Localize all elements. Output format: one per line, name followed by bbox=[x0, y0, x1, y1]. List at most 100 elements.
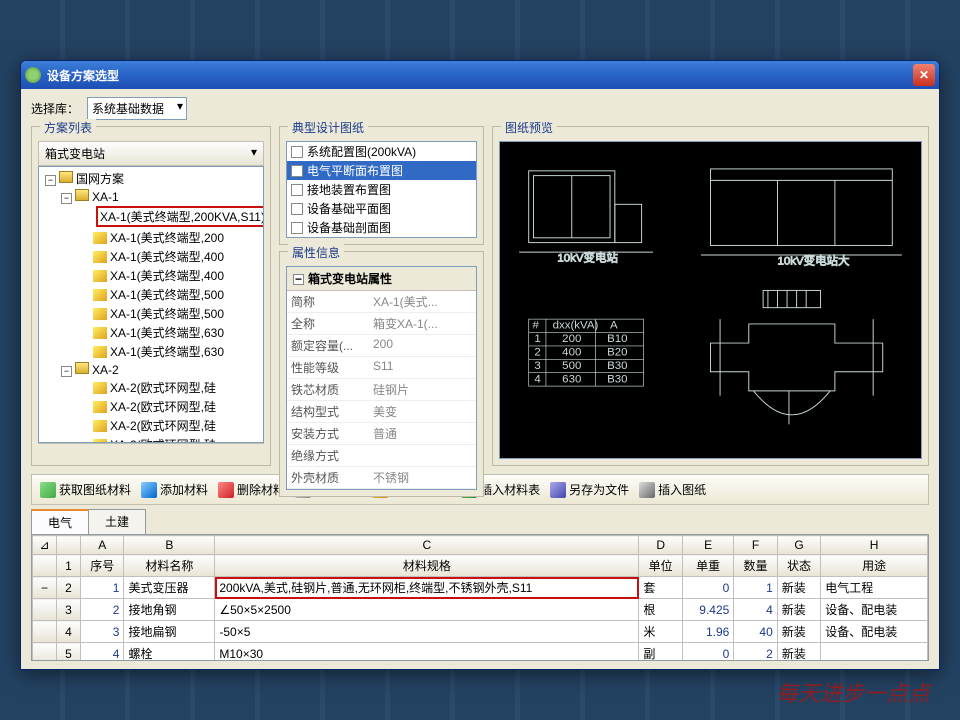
toolbar-button[interactable]: 获取图纸材料 bbox=[40, 481, 131, 498]
table-row[interactable]: 54螺栓M10×30副02新装 bbox=[33, 643, 928, 662]
tree-leaf[interactable]: XA-1(美式终端型,200KVA,S11) bbox=[41, 205, 261, 228]
cell[interactable]: 设备、配电装 bbox=[821, 621, 928, 643]
field-header[interactable]: 状态 bbox=[777, 555, 820, 577]
prop-row[interactable]: 外壳材质不锈钢 bbox=[287, 467, 476, 489]
prop-row[interactable]: 安装方式普通 bbox=[287, 423, 476, 445]
prop-row[interactable]: 结构型式美变 bbox=[287, 401, 476, 423]
checkbox-icon[interactable] bbox=[291, 222, 303, 234]
cell[interactable]: 200kVA,美式,硅钢片,普通,无环网柜,终端型,不锈钢外壳,S11 bbox=[215, 577, 639, 599]
tree-leaf[interactable]: XA-2(欧式环网型,硅 bbox=[41, 378, 261, 397]
collapse-icon[interactable]: − bbox=[293, 274, 304, 285]
tree-leaf[interactable]: XA-1(美式终端型,400 bbox=[41, 266, 261, 285]
col-header[interactable]: E bbox=[682, 536, 733, 555]
sheet-area[interactable]: ⊿ABCDEFGH 1序号材料名称材料规格单位单重数量状态用途 −21美式变压器… bbox=[31, 534, 929, 661]
scheme-tree[interactable]: −国网方案 −XA-1 XA-1(美式终端型,200KVA,S11)XA-1(美… bbox=[38, 166, 264, 443]
cell[interactable]: 米 bbox=[639, 621, 682, 643]
tab[interactable]: 土建 bbox=[88, 509, 146, 534]
field-header[interactable]: 单位 bbox=[639, 555, 682, 577]
checkbox-icon[interactable] bbox=[291, 184, 303, 196]
cell[interactable]: 螺栓 bbox=[124, 643, 215, 662]
field-header[interactable]: 序号 bbox=[81, 555, 124, 577]
cell[interactable]: 新装 bbox=[777, 577, 820, 599]
tree-leaf[interactable]: XA-2(欧式环网型,硅 bbox=[41, 416, 261, 435]
tree-hscroll[interactable] bbox=[38, 443, 264, 459]
cell[interactable]: 4 bbox=[81, 643, 124, 662]
toolbar-button[interactable]: 添加材料 bbox=[141, 481, 208, 498]
property-grid[interactable]: −箱式变电站属性 简称XA-1(美式...全称箱变XA-1(...额定容量(..… bbox=[286, 266, 477, 490]
tree-leaf[interactable]: XA-1(美式终端型,630 bbox=[41, 323, 261, 342]
cell[interactable]: -50×5 bbox=[215, 621, 639, 643]
checkbox-icon[interactable] bbox=[291, 165, 303, 177]
cell[interactable]: 1 bbox=[734, 577, 777, 599]
drawing-item[interactable]: 系统配置图(200kVA) bbox=[287, 142, 476, 161]
cell[interactable]: 1.96 bbox=[682, 621, 733, 643]
cell[interactable]: 新装 bbox=[777, 621, 820, 643]
table-row[interactable]: −21美式变压器200kVA,美式,硅钢片,普通,无环网柜,终端型,不锈钢外壳,… bbox=[33, 577, 928, 599]
col-header[interactable]: D bbox=[639, 536, 682, 555]
cell[interactable]: ∠50×5×2500 bbox=[215, 599, 639, 621]
prop-row[interactable]: 铁芯材质硅钢片 bbox=[287, 379, 476, 401]
table-row[interactable]: 43接地扁钢-50×5米1.9640新装设备、配电装 bbox=[33, 621, 928, 643]
titlebar[interactable]: 设备方案选型 ✕ bbox=[21, 61, 939, 89]
col-header[interactable]: G bbox=[777, 536, 820, 555]
cell[interactable]: 40 bbox=[734, 621, 777, 643]
cell[interactable]: 设备、配电装 bbox=[821, 599, 928, 621]
cell[interactable]: 3 bbox=[81, 621, 124, 643]
cell[interactable]: 副 bbox=[639, 643, 682, 662]
field-header[interactable]: 材料名称 bbox=[124, 555, 215, 577]
col-header[interactable]: A bbox=[81, 536, 124, 555]
cell[interactable]: 0 bbox=[682, 577, 733, 599]
prop-row[interactable]: 额定容量(...200 bbox=[287, 335, 476, 357]
cell[interactable]: 9.425 bbox=[682, 599, 733, 621]
tree-root[interactable]: −国网方案 bbox=[41, 169, 261, 188]
cell[interactable]: 4 bbox=[734, 599, 777, 621]
checkbox-icon[interactable] bbox=[291, 146, 303, 158]
col-header[interactable]: F bbox=[734, 536, 777, 555]
drawing-preview[interactable]: 10kV变电站 10kV变电站大 bbox=[499, 141, 922, 459]
toolbar-button[interactable]: 另存为文件 bbox=[550, 481, 629, 498]
cell[interactable]: 新装 bbox=[777, 599, 820, 621]
cell[interactable]: 接地扁钢 bbox=[124, 621, 215, 643]
drawing-item[interactable]: 设备基础剖面图 bbox=[287, 218, 476, 237]
cell[interactable]: 新装 bbox=[777, 643, 820, 662]
tree-xa1[interactable]: −XA-1 bbox=[41, 188, 261, 205]
prop-row[interactable]: 性能等级S11 bbox=[287, 357, 476, 379]
collapse-icon[interactable]: − bbox=[45, 175, 56, 186]
tree-leaf[interactable]: XA-1(美式终端型,500 bbox=[41, 285, 261, 304]
cell[interactable]: 根 bbox=[639, 599, 682, 621]
prop-row[interactable]: 绝缘方式 bbox=[287, 445, 476, 467]
tree-xa2[interactable]: −XA-2 bbox=[41, 361, 261, 378]
drawings-list[interactable]: 系统配置图(200kVA)电气平断面布置图接地装置布置图设备基础平面图设备基础剖… bbox=[286, 141, 477, 238]
checkbox-icon[interactable] bbox=[291, 203, 303, 215]
cell[interactable]: 2 bbox=[81, 599, 124, 621]
tree-leaf[interactable]: XA-2(欧式环网型,硅 bbox=[41, 397, 261, 416]
cell[interactable]: M10×30 bbox=[215, 643, 639, 662]
cell[interactable]: 套 bbox=[639, 577, 682, 599]
library-combo[interactable]: 系统基础数据 bbox=[87, 97, 187, 120]
cell[interactable]: 0 bbox=[682, 643, 733, 662]
prop-row[interactable]: 全称箱变XA-1(... bbox=[287, 313, 476, 335]
cell[interactable] bbox=[821, 643, 928, 662]
tree-header[interactable]: 箱式变电站▾ bbox=[38, 141, 264, 166]
table-row[interactable]: 32接地角钢∠50×5×2500根9.4254新装设备、配电装 bbox=[33, 599, 928, 621]
prop-row[interactable]: 简称XA-1(美式... bbox=[287, 291, 476, 313]
col-header[interactable]: C bbox=[215, 536, 639, 555]
corner-cell[interactable]: ⊿ bbox=[33, 536, 57, 555]
drawing-item[interactable]: 设备基础平面图 bbox=[287, 199, 476, 218]
field-header[interactable]: 材料规格 bbox=[215, 555, 639, 577]
toolbar-button[interactable]: 插入图纸 bbox=[639, 481, 706, 498]
cell[interactable]: 2 bbox=[734, 643, 777, 662]
tree-leaf[interactable]: XA-1(美式终端型,200 bbox=[41, 228, 261, 247]
field-header[interactable]: 用途 bbox=[821, 555, 928, 577]
drawing-item[interactable]: 接地装置布置图 bbox=[287, 180, 476, 199]
tab[interactable]: 电气 bbox=[31, 509, 89, 534]
col-header[interactable]: H bbox=[821, 536, 928, 555]
row-toggle[interactable]: − bbox=[33, 577, 57, 599]
tree-leaf[interactable]: XA-1(美式终端型,630 bbox=[41, 342, 261, 361]
cell[interactable]: 1 bbox=[81, 577, 124, 599]
col-header[interactable]: B bbox=[124, 536, 215, 555]
cell[interactable]: 美式变压器 bbox=[124, 577, 215, 599]
drawing-item[interactable]: 电气平断面布置图 bbox=[287, 161, 476, 180]
close-button[interactable]: ✕ bbox=[913, 64, 935, 86]
cell[interactable]: 电气工程 bbox=[821, 577, 928, 599]
